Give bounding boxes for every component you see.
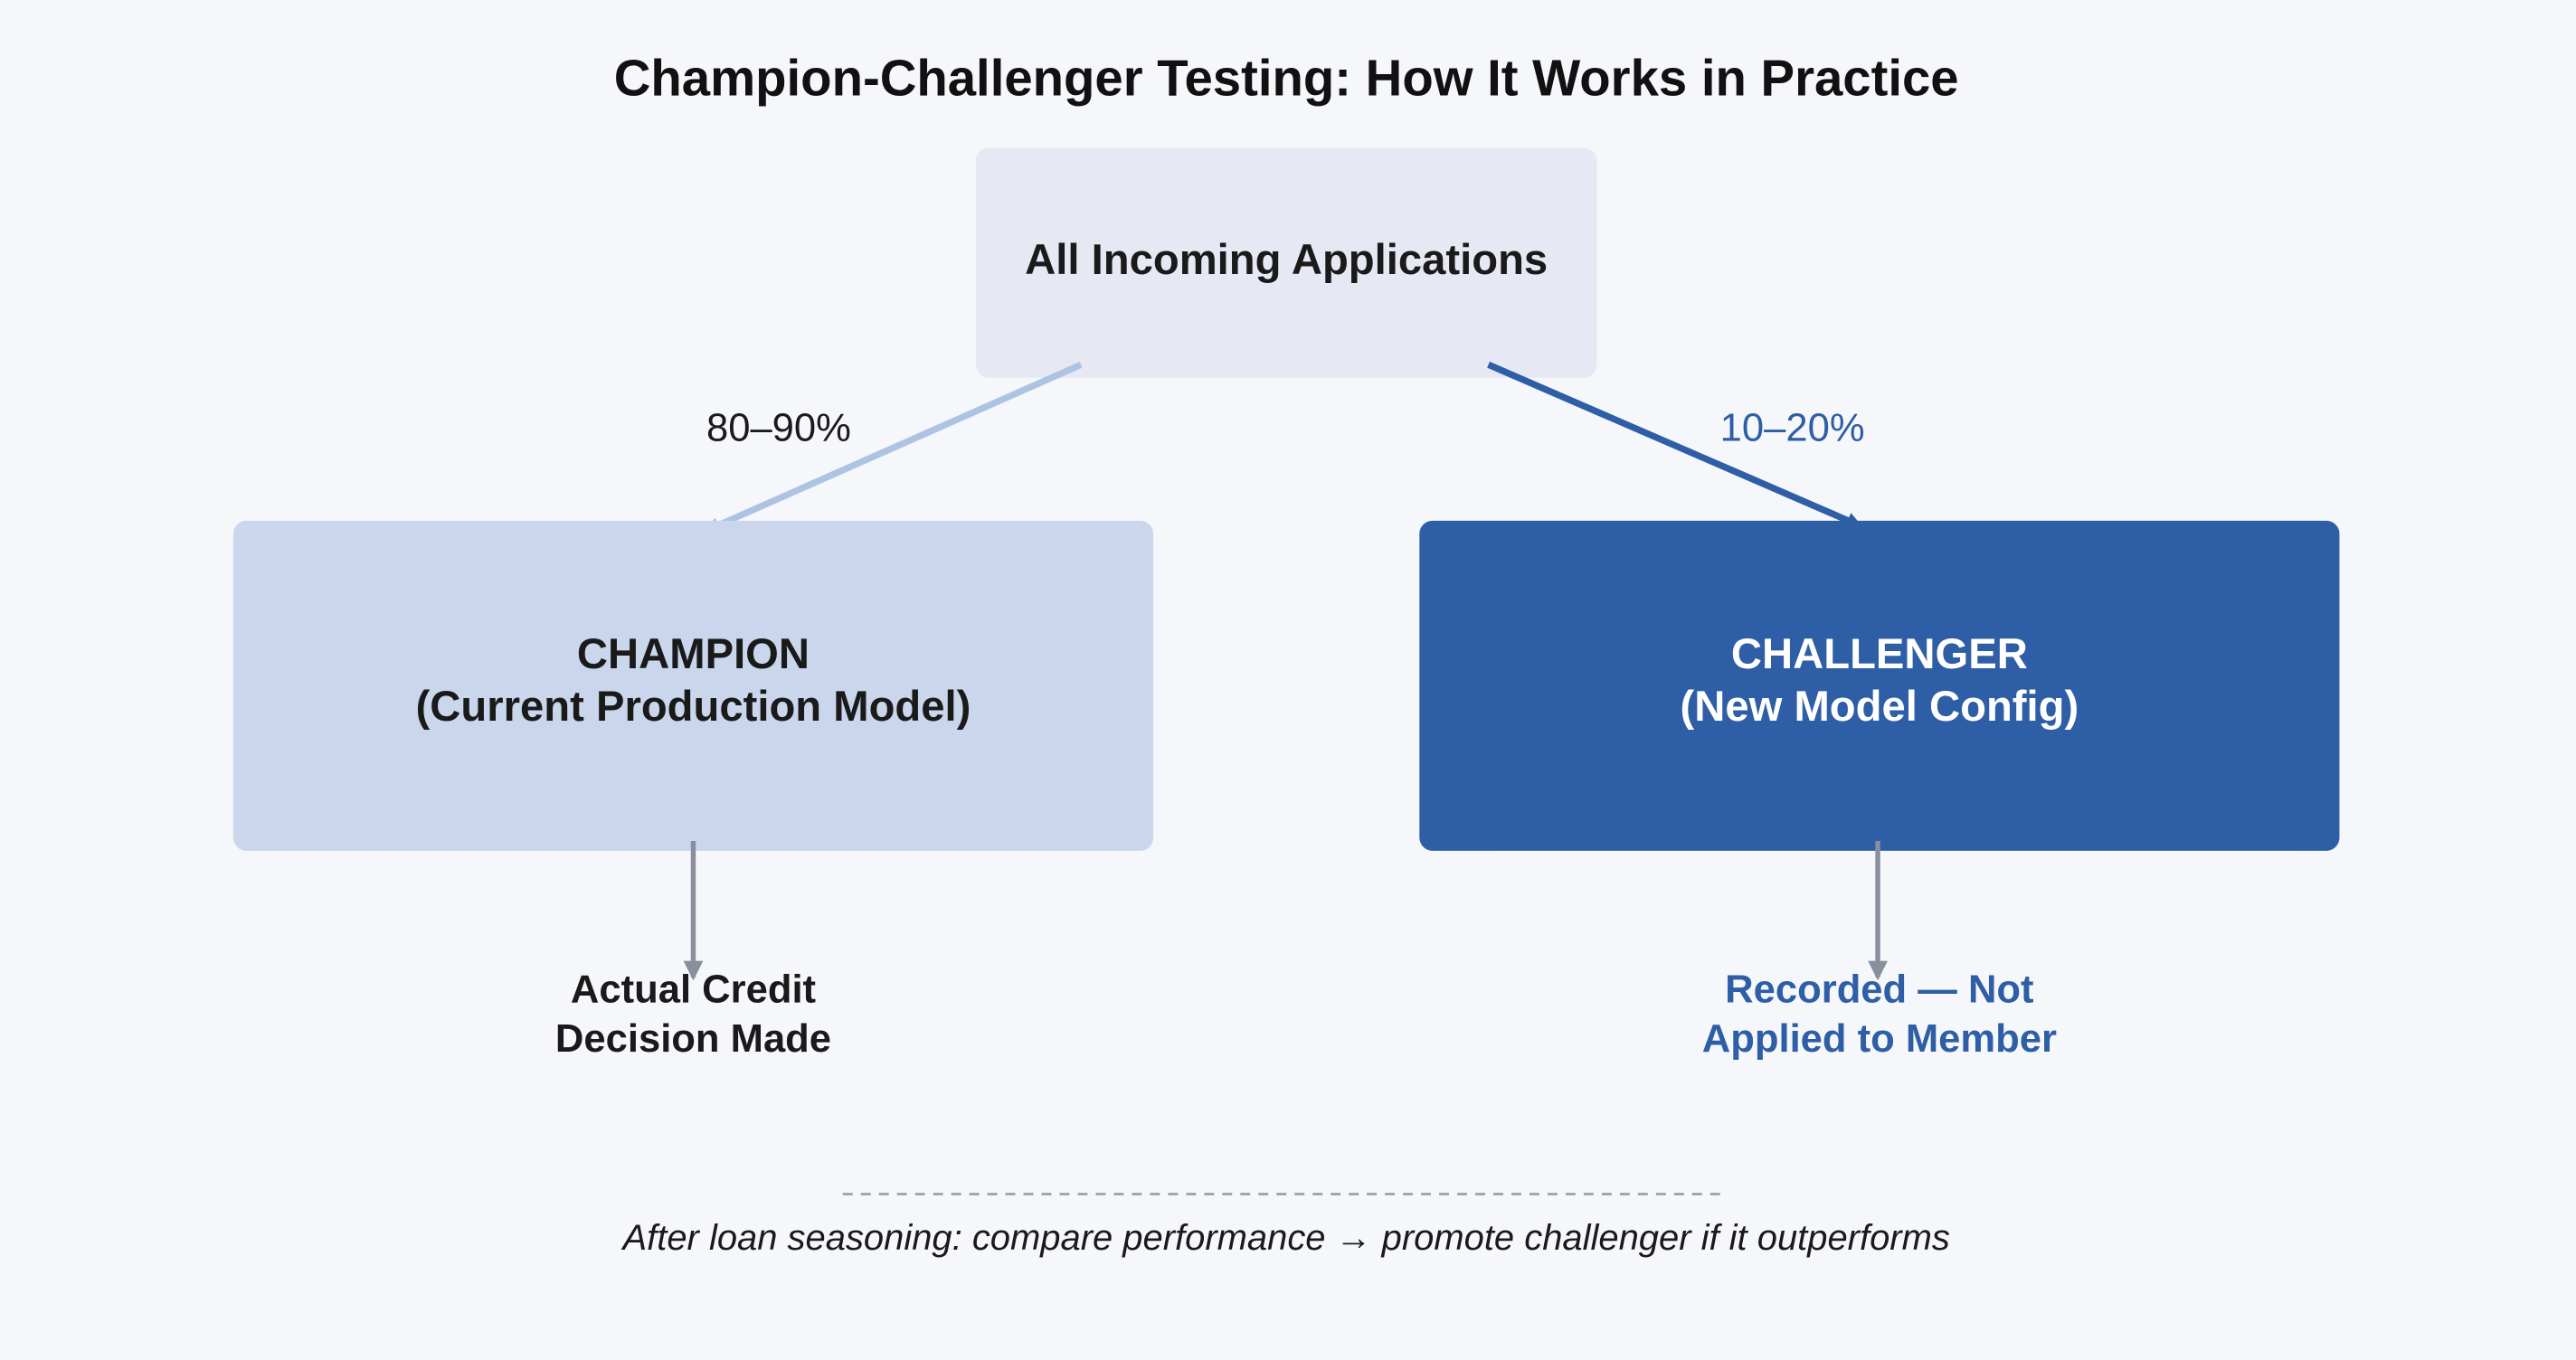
source-box <box>975 147 1597 378</box>
title: Champion-Challenger Testing: How It Work… <box>614 50 1959 107</box>
challenger-box <box>1419 520 2340 851</box>
arrow-challenger <box>1487 361 1863 529</box>
outcome-text: Recorded — Not <box>1725 968 2033 1012</box>
box-subtitle: (Current Production Model) <box>416 683 971 731</box>
arrow-champion <box>703 361 1083 534</box>
outcome-text: Decision Made <box>555 1017 831 1061</box>
share-label: 10–20% <box>1720 406 1865 449</box>
share-label: 80–90% <box>706 406 851 449</box>
box-title: CHALLENGER <box>1731 630 2028 678</box>
box-title: CHAMPION <box>577 630 810 678</box>
footnote: After loan seasoning: compare performanc… <box>621 1218 1950 1258</box>
outcome-text: Applied to Member <box>1702 1017 2057 1061</box>
source-label: All Incoming Applications <box>1025 236 1548 284</box>
outcome-text: Actual Credit <box>571 968 816 1012</box>
champion-box <box>232 520 1154 851</box>
box-subtitle: (New Model Config) <box>1681 683 2079 731</box>
